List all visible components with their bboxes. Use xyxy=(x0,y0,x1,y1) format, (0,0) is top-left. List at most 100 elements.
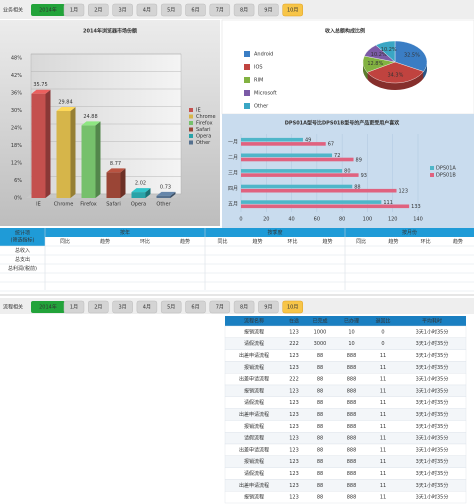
x-tick-label: Firefox xyxy=(80,202,97,208)
value-label: 2.02 xyxy=(135,181,146,187)
month-button[interactable] xyxy=(88,300,109,314)
table-header xyxy=(0,228,474,237)
month-button[interactable] xyxy=(233,3,255,17)
sub-header: 环比 xyxy=(140,238,150,245)
bar xyxy=(241,200,382,204)
cell: 888 xyxy=(347,495,357,501)
process-link[interactable]: 报销流程 xyxy=(244,364,264,371)
column-header: 退回比 xyxy=(375,318,390,325)
bar xyxy=(31,93,46,198)
group-header: 按季度 xyxy=(267,229,282,236)
process-link[interactable]: 出差申请流程 xyxy=(239,482,269,489)
cell: 3天1小时35分 xyxy=(416,494,449,501)
bar xyxy=(106,172,121,198)
process-link[interactable]: 出差申请流程 xyxy=(239,352,269,359)
process-link[interactable]: 报销流程 xyxy=(244,494,264,501)
value-label: 133 xyxy=(411,204,421,210)
month-button[interactable] xyxy=(258,3,279,17)
process-link[interactable]: 出差申请流程 xyxy=(239,376,269,383)
cell: 11 xyxy=(380,353,386,359)
group-header: 按年 xyxy=(120,229,130,236)
month-button[interactable] xyxy=(282,300,303,314)
x-tick-label: Other xyxy=(156,202,171,208)
month-button[interactable] xyxy=(258,300,279,314)
month-button[interactable] xyxy=(136,300,158,314)
sub-header: 环比 xyxy=(421,238,431,245)
cell: 10 xyxy=(348,341,354,347)
month-button-text: 1月 xyxy=(70,8,78,14)
month-button[interactable] xyxy=(282,3,303,17)
month-button[interactable] xyxy=(63,300,85,314)
month-button[interactable] xyxy=(63,3,85,17)
chart-title: 收入总额构成比例 xyxy=(325,28,365,35)
cell: 3天1小时35分 xyxy=(416,376,449,383)
value-label: 8.77 xyxy=(110,161,121,167)
month-button[interactable] xyxy=(136,3,158,17)
cell: 3天1小时35分 xyxy=(416,352,449,359)
month-button[interactable] xyxy=(88,3,109,17)
value-label: 67 xyxy=(328,142,334,148)
y-tick-label: 30% xyxy=(11,108,22,114)
y-tick-label: 五月 xyxy=(228,202,238,208)
sub-header: 趋势 xyxy=(252,238,262,245)
bar-top xyxy=(131,188,151,193)
chart-title: DPS01A型号比DPS01B型号的产品更受用户喜欢 xyxy=(285,120,400,127)
cell: 123 xyxy=(289,353,299,359)
month-button[interactable] xyxy=(209,300,231,314)
slice-label: 32.5% xyxy=(404,53,420,59)
legend-swatch xyxy=(189,114,193,119)
cell: 0 xyxy=(381,329,384,335)
bar-top xyxy=(156,191,176,196)
column-header: 流程名称 xyxy=(244,318,264,325)
column-header: 已办理 xyxy=(344,318,359,325)
month-button[interactable] xyxy=(185,300,206,314)
cell: 888 xyxy=(347,388,357,394)
legend-label: Other xyxy=(196,140,211,146)
process-link[interactable]: 报销流程 xyxy=(244,423,264,430)
process-link[interactable]: 请假流程 xyxy=(244,340,264,347)
cell: 888 xyxy=(347,353,357,359)
month-button[interactable] xyxy=(209,3,231,17)
process-link[interactable]: 请假流程 xyxy=(244,470,264,477)
legend-swatch xyxy=(244,103,250,109)
cell: 11 xyxy=(380,424,386,430)
y-tick-label: 三月 xyxy=(228,171,238,177)
process-link[interactable]: 报销流程 xyxy=(244,387,264,394)
process-link[interactable]: 报销流程 xyxy=(244,458,264,465)
legend-label: Safari xyxy=(196,127,211,133)
slice-label: 10.2% xyxy=(381,47,397,53)
row-label: 总收入 xyxy=(15,247,30,254)
process-link[interactable]: 出差申请流程 xyxy=(239,446,269,453)
sub-header: 趋势 xyxy=(100,238,110,245)
cell: 888 xyxy=(347,412,357,418)
month-button[interactable] xyxy=(233,300,255,314)
value-label: 29.84 xyxy=(58,99,72,105)
legend-swatch xyxy=(189,121,193,125)
month-button[interactable] xyxy=(112,300,133,314)
process-link[interactable]: 报销流程 xyxy=(244,328,264,335)
cell: 88 xyxy=(317,388,323,394)
month-button[interactable] xyxy=(112,3,133,17)
process-link[interactable]: 出差申请流程 xyxy=(239,411,269,418)
bar xyxy=(241,142,326,146)
year-button-text: 2014年 xyxy=(39,304,57,311)
year-button[interactable] xyxy=(31,301,65,313)
cell: 88 xyxy=(317,377,323,383)
month-button[interactable] xyxy=(160,3,182,17)
cell: 3天1小时35分 xyxy=(416,387,449,394)
cell: 222 xyxy=(289,341,299,347)
cell: 88 xyxy=(317,447,323,453)
cell: 11 xyxy=(380,400,386,406)
cell: 88 xyxy=(317,471,323,477)
cell: 888 xyxy=(347,377,357,383)
process-link[interactable]: 请假流程 xyxy=(244,399,264,406)
slice-label: 34.3% xyxy=(387,73,403,79)
sub-header: 趋势 xyxy=(453,238,463,245)
process-link[interactable]: 请假流程 xyxy=(244,435,264,442)
cell: 123 xyxy=(289,412,299,418)
month-button[interactable] xyxy=(160,300,182,314)
bar xyxy=(81,125,96,198)
month-button[interactable] xyxy=(185,3,206,17)
year-button[interactable] xyxy=(31,4,65,16)
cell: 123 xyxy=(289,388,299,394)
